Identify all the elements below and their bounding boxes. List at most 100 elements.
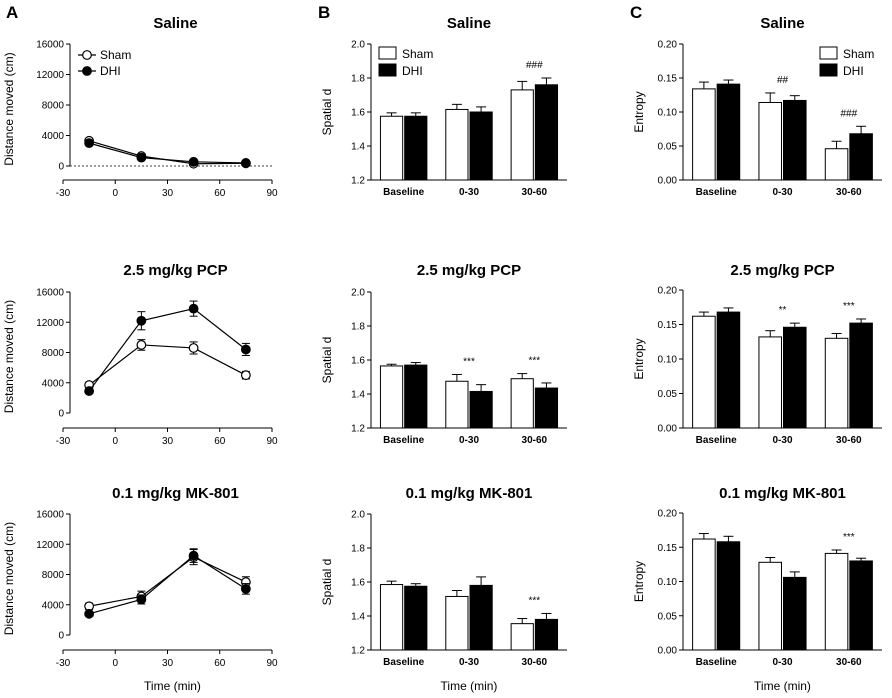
y-axis-label: Entropy	[632, 561, 646, 602]
chart-title: Saline	[760, 15, 804, 32]
x-tick-label: 30	[162, 436, 174, 447]
y-axis-label: Spatial d	[320, 89, 334, 136]
x-category-label: Baseline	[696, 435, 738, 446]
x-category-label: 0-30	[772, 187, 792, 198]
bar-dhi	[534, 618, 559, 651]
x-category-label: 0-30	[459, 435, 479, 446]
significance-annotation: ***	[843, 532, 855, 543]
y-tick-label: 0	[58, 631, 64, 642]
y-tick-label: 16000	[36, 510, 64, 521]
bar-sham	[379, 365, 404, 429]
chart-title: 2.5 mg/kg PCP	[123, 262, 227, 279]
y-axis-label: Entropy	[632, 91, 646, 132]
y-tick-label: 2.0	[351, 40, 365, 51]
y-tick-label: 2.0	[351, 510, 365, 521]
data-point-dhi	[188, 303, 199, 314]
legend-label-sham: Sham	[402, 47, 433, 61]
x-tick-label: 0	[112, 188, 118, 199]
bar-dhi	[849, 322, 873, 429]
bar-dhi	[534, 84, 559, 181]
y-axis-label: Distance moved (cm)	[2, 300, 16, 413]
y-tick-label: 0.20	[658, 509, 678, 520]
data-point-sham	[136, 340, 147, 350]
y-tick-label: 0.00	[658, 176, 678, 187]
bar-dhi	[716, 311, 741, 429]
y-tick-label: 0.05	[658, 142, 678, 153]
y-tick-label: 4000	[42, 131, 65, 142]
line-chart-a1: Saline 0 4000 8000 12000 16000 -30 0 30 60 90 Dista…	[2, 15, 278, 199]
bar-dhi	[404, 585, 428, 651]
y-tick-label: 8000	[42, 570, 65, 581]
legend-marker-dhi	[82, 66, 92, 76]
y-tick-label: 0.10	[658, 108, 678, 119]
bar-chart-c3: 0.1 mg/kg MK-801 0.00 0.05 0.10 0.15 0.20 Entr…	[632, 485, 882, 693]
legend-label-dhi: DHI	[402, 64, 423, 78]
bar-dhi	[716, 541, 741, 651]
significance-annotation: ###	[840, 108, 857, 119]
data-point-dhi	[136, 315, 147, 326]
bar-chart-b1: Saline 1.2 1.4 1.6 1.8 2.0 Spatial d Baseline 0-…	[320, 15, 567, 198]
bar-sham	[445, 595, 469, 651]
legend-label-dhi: DHI	[100, 64, 121, 78]
data-point-dhi	[84, 138, 95, 149]
y-tick-label: 1.6	[351, 578, 365, 589]
y-tick-label: 0.15	[658, 74, 678, 85]
y-tick-label: 12000	[36, 70, 64, 81]
y-tick-label: 8000	[42, 101, 65, 112]
y-tick-label: 16000	[36, 40, 64, 51]
x-category-label: Baseline	[383, 187, 425, 198]
x-category-label: 30-60	[522, 435, 548, 446]
y-tick-label: 0.05	[658, 389, 678, 400]
chart-title: 2.5 mg/kg PCP	[730, 262, 834, 279]
y-tick-label: 1.4	[351, 612, 365, 623]
data-point-dhi	[136, 594, 147, 605]
x-tick-label: -30	[56, 188, 71, 199]
series-line-dhi	[88, 554, 247, 615]
legend-marker-sham	[82, 50, 92, 60]
data-point-sham	[188, 343, 199, 353]
bar-dhi	[469, 111, 493, 181]
legend-swatch-sham	[378, 46, 397, 60]
x-category-label: 30-60	[836, 435, 862, 446]
bar-dhi	[404, 364, 428, 429]
data-point-dhi	[84, 608, 95, 619]
bar-chart-c2: 2.5 mg/kg PCP 0.00 0.05 0.10 0.15 0.20 Entropy…	[632, 262, 882, 446]
bar-dhi	[469, 390, 493, 429]
y-tick-label: 0.05	[658, 611, 678, 622]
significance-annotation: ***	[528, 356, 540, 367]
data-point-dhi	[136, 152, 147, 163]
y-tick-label: 12000	[36, 540, 64, 551]
series-line-sham	[88, 344, 247, 386]
y-tick-label: 0	[58, 409, 64, 420]
y-tick-label: 0.20	[658, 286, 678, 297]
panel-letter-a: A	[6, 3, 18, 22]
significance-annotation: ***	[528, 595, 540, 606]
x-category-label: 30-60	[836, 187, 862, 198]
x-tick-label: -30	[56, 436, 71, 447]
x-tick-label: 60	[214, 658, 226, 669]
y-tick-label: 1.2	[351, 424, 365, 435]
data-point-dhi	[240, 158, 251, 168]
significance-annotation: ***	[463, 356, 475, 367]
y-tick-label: 4000	[42, 378, 65, 389]
y-tick-label: 0.00	[658, 646, 678, 657]
bar-sham	[758, 561, 782, 651]
bar-sham	[510, 378, 534, 429]
bar-sham	[445, 108, 469, 181]
legend-label-sham: Sham	[100, 48, 131, 62]
bar-chart-b2: 2.5 mg/kg PCP 1.2 1.4 1.6 1.8 2.0 Spatial d Bas…	[320, 262, 567, 446]
y-tick-label: 16000	[36, 288, 64, 299]
y-axis-label: Entropy	[632, 338, 646, 379]
y-axis-label: Spatial d	[320, 337, 334, 384]
x-axis-label: Time (min)	[441, 679, 498, 693]
y-tick-label: 0.10	[658, 577, 678, 588]
bar-dhi	[716, 83, 741, 181]
bar-dhi	[849, 133, 873, 181]
bar-dhi	[783, 326, 807, 429]
y-tick-label: 0.15	[658, 543, 678, 554]
bar-sham	[379, 584, 404, 651]
y-axis-label: Distance moved (cm)	[2, 522, 16, 635]
legend-label-dhi: DHI	[843, 64, 864, 78]
y-tick-label: 0.15	[658, 320, 678, 331]
